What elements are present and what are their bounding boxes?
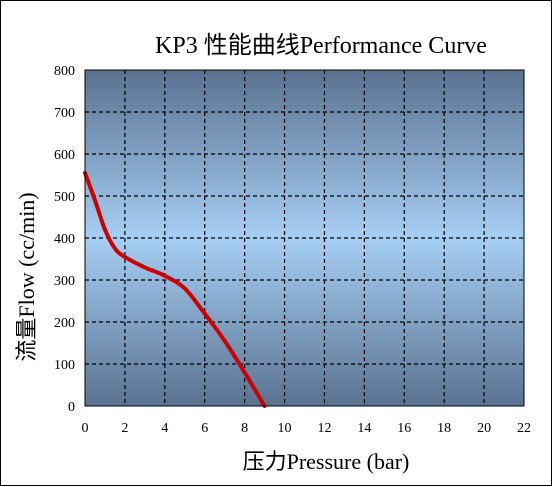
series-layer <box>83 170 267 408</box>
series-line <box>83 170 267 408</box>
x-tick-label: 8 <box>241 421 248 436</box>
x-tick-label: 20 <box>477 421 491 436</box>
tick-labels: 0 2 4 6 8 10 12 14 16 18 20 22 0 100 200 300 400 500 600 70… <box>54 64 531 436</box>
x-tick-label: 6 <box>201 421 208 436</box>
grid-lines <box>85 70 524 406</box>
y-tick-label: 0 <box>68 400 75 415</box>
x-axis-title: 压力Pressure (bar) <box>243 449 410 474</box>
x-tick-label: 0 <box>82 421 89 436</box>
x-tick-label: 16 <box>397 421 411 436</box>
y-tick-label: 300 <box>54 274 75 289</box>
y-tick-label: 700 <box>54 106 75 121</box>
x-tick-label: 18 <box>437 421 451 436</box>
x-tick-label: 14 <box>357 421 371 436</box>
y-axis-title: 流量Flow (cc/min) <box>14 192 39 361</box>
x-tick-label: 10 <box>278 421 292 436</box>
x-tick-label: 4 <box>161 421 168 436</box>
x-tick-label: 2 <box>121 421 128 436</box>
y-tick-label: 500 <box>54 190 75 205</box>
y-tick-label: 600 <box>54 148 75 163</box>
x-tick-label: 22 <box>517 421 531 436</box>
chart-title: KP3 性能曲线Performance Curve <box>155 32 487 59</box>
y-tick-label: 400 <box>54 232 75 247</box>
x-tick-label: 12 <box>317 421 331 436</box>
y-tick-label: 100 <box>54 358 75 373</box>
plot-border <box>84 69 525 407</box>
y-tick-label: 200 <box>54 316 75 331</box>
y-tick-label: 800 <box>54 64 75 79</box>
